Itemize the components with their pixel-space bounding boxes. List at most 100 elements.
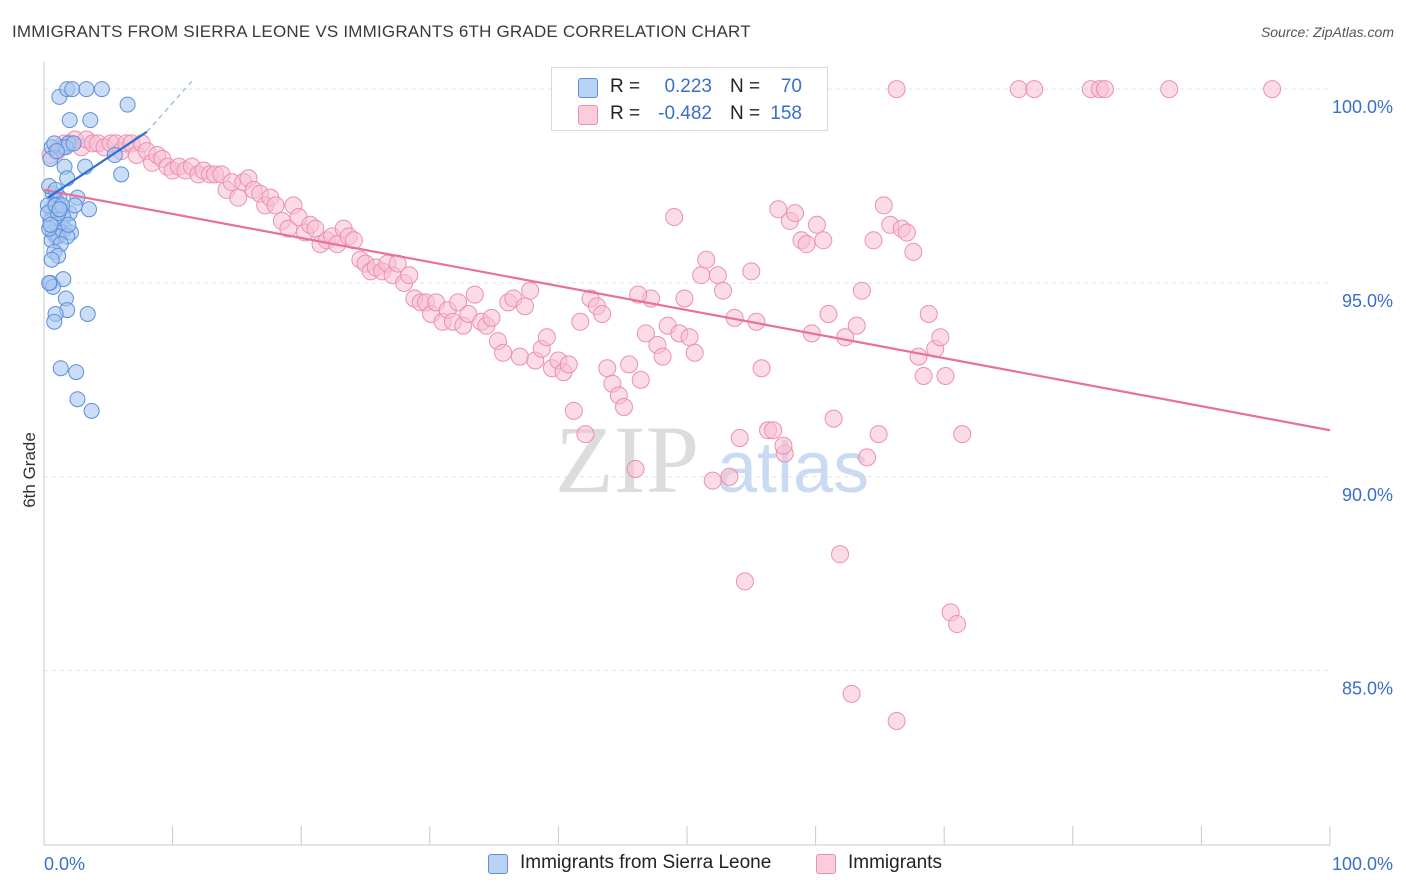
trend-lines bbox=[43, 80, 1331, 432]
pink-point bbox=[897, 223, 916, 242]
pink-point bbox=[510, 347, 529, 366]
pink-point bbox=[680, 328, 699, 347]
pink-point bbox=[774, 436, 793, 455]
blue-point bbox=[83, 402, 100, 419]
pink-point bbox=[465, 285, 484, 304]
blue-point bbox=[48, 143, 65, 160]
pink-point bbox=[279, 219, 298, 238]
pink-point bbox=[229, 188, 248, 207]
pink-point bbox=[708, 266, 727, 285]
pink-point bbox=[449, 293, 468, 312]
legend-n-label: N = bbox=[730, 76, 761, 97]
blue-point bbox=[42, 216, 59, 233]
blue-point bbox=[93, 81, 110, 98]
pink-point bbox=[515, 297, 534, 316]
blue-point bbox=[64, 81, 81, 98]
pink-point bbox=[1263, 80, 1282, 99]
blue-point bbox=[78, 81, 95, 98]
pink-series bbox=[41, 80, 1282, 730]
pink-point bbox=[266, 196, 285, 215]
pink-point bbox=[730, 428, 749, 447]
pink-point bbox=[1160, 80, 1179, 99]
pink-point bbox=[786, 204, 805, 223]
legend-r-value: -0.482 bbox=[658, 103, 712, 124]
pink-point bbox=[914, 366, 933, 385]
pink-point bbox=[482, 308, 501, 327]
legend-r-label: R = bbox=[610, 103, 641, 124]
legend-box: R = 0.223 N = 70 R = -0.482 N = 158 bbox=[551, 67, 828, 131]
pink-point bbox=[936, 366, 955, 385]
pink-point bbox=[864, 231, 883, 250]
blue-trend-extension bbox=[146, 80, 193, 133]
pink-trend-line bbox=[43, 188, 1331, 432]
pink-point bbox=[703, 471, 722, 490]
x-tick-label: 0.0% bbox=[44, 854, 85, 874]
blue-point bbox=[61, 112, 78, 129]
y-tick-label: 95.0% bbox=[1342, 291, 1393, 311]
pink-point bbox=[904, 242, 923, 261]
pink-point bbox=[953, 425, 972, 444]
pink-point bbox=[919, 304, 938, 323]
axes bbox=[43, 62, 1331, 846]
pink-point bbox=[887, 80, 906, 99]
pink-point bbox=[814, 231, 833, 250]
pink-point bbox=[742, 262, 761, 281]
pink-point bbox=[576, 425, 595, 444]
blue-point bbox=[46, 313, 63, 330]
pink-point bbox=[571, 312, 590, 331]
pink-point bbox=[620, 355, 639, 374]
blue-point bbox=[43, 251, 60, 268]
axis-labels: 100.0% 95.0% 90.0% 85.0% 0.0% 100.0% bbox=[44, 97, 1393, 874]
blue-point bbox=[41, 274, 58, 291]
blue-trend-line bbox=[47, 130, 148, 199]
pink-point bbox=[831, 545, 850, 564]
x-tick-label: 100.0% bbox=[1332, 854, 1393, 874]
pink-point bbox=[598, 359, 617, 378]
pink-point bbox=[764, 421, 783, 440]
y-tick-label: 90.0% bbox=[1342, 485, 1393, 505]
pink-point bbox=[847, 316, 866, 335]
pink-point bbox=[629, 285, 648, 304]
blue-point bbox=[113, 166, 130, 183]
pink-point bbox=[564, 401, 583, 420]
pink-point bbox=[1095, 80, 1114, 99]
pink-point bbox=[653, 347, 672, 366]
pink-point bbox=[614, 397, 633, 416]
blue-point bbox=[65, 135, 82, 152]
legend-n-label: N = bbox=[730, 103, 761, 124]
legend-r-value: 0.223 bbox=[664, 76, 712, 97]
pink-point bbox=[714, 281, 733, 300]
watermark-zip: ZIP bbox=[555, 406, 699, 513]
legend-swatch-blue bbox=[578, 78, 598, 98]
pink-point bbox=[675, 289, 694, 308]
source-label: Source: ZipAtlas.com bbox=[1260, 24, 1394, 40]
pink-point bbox=[807, 215, 826, 234]
pink-point bbox=[521, 281, 540, 300]
pink-point bbox=[869, 425, 888, 444]
y-tick-label: 100.0% bbox=[1332, 97, 1393, 117]
bottom-legend-swatch-blue bbox=[488, 854, 508, 874]
blue-point bbox=[51, 201, 68, 218]
pink-point bbox=[858, 448, 877, 467]
legend-row-pink: R = -0.482 N = 158 bbox=[552, 101, 827, 127]
pink-point bbox=[593, 304, 612, 323]
blue-point bbox=[68, 364, 85, 381]
blue-point bbox=[79, 305, 96, 322]
pink-point bbox=[874, 196, 893, 215]
pink-point bbox=[852, 281, 871, 300]
pink-point bbox=[797, 235, 816, 254]
y-axis-title: 6th Grade bbox=[20, 432, 39, 508]
blue-point bbox=[81, 201, 98, 218]
bottom-legend-label-pink: Immigrants bbox=[848, 852, 942, 873]
blue-point bbox=[52, 360, 69, 377]
blue-point bbox=[69, 391, 86, 408]
pink-point bbox=[636, 324, 655, 343]
pink-point bbox=[685, 343, 704, 362]
y-tick-label: 85.0% bbox=[1342, 679, 1393, 699]
pink-point bbox=[1025, 80, 1044, 99]
pink-point bbox=[626, 460, 645, 479]
pink-point bbox=[824, 409, 843, 428]
chart-title: IMMIGRANTS FROM SIERRA LEONE VS IMMIGRAN… bbox=[12, 22, 751, 41]
pink-point bbox=[400, 266, 419, 285]
